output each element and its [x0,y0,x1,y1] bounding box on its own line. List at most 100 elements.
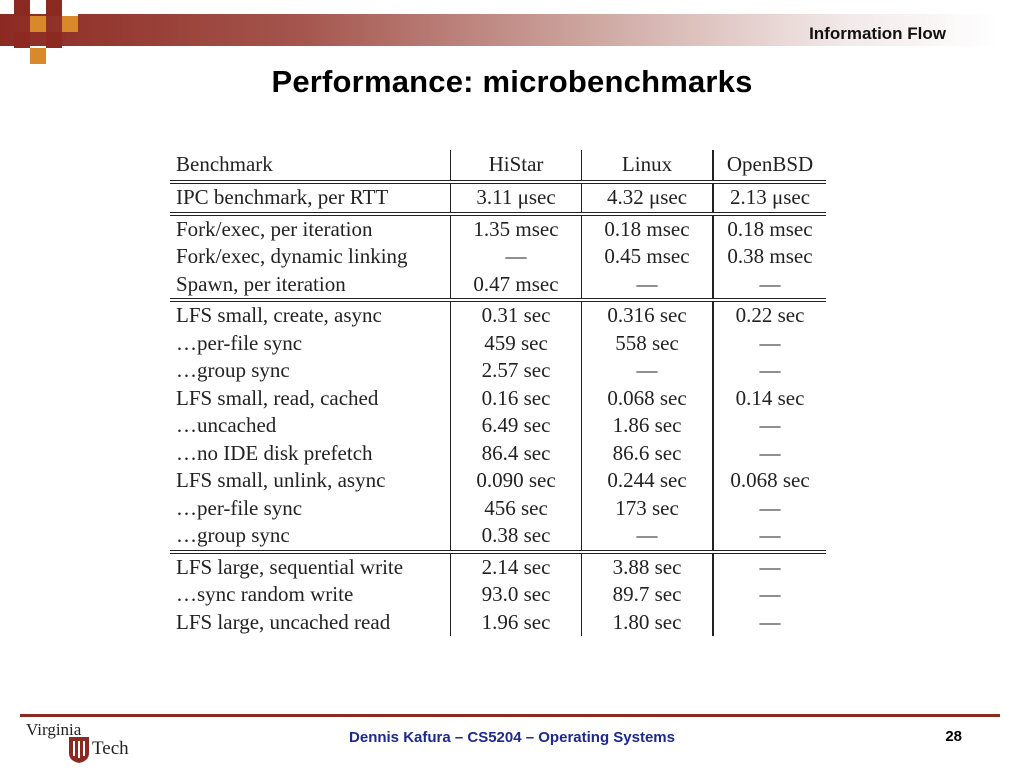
cell-linux: 558 sec [581,329,713,357]
header-square-maroon [14,0,30,16]
cell-openbsd: 0.38 msec [712,243,826,271]
column-header-benchmark: Benchmark [176,152,273,177]
cell-openbsd: — [712,522,826,552]
cell-benchmark: …per-file sync [176,495,303,520]
header-square-orange [30,16,46,32]
cell-openbsd: — [712,329,826,357]
header-square-maroon [14,32,30,48]
table-row: Spawn, per iteration 0.47 msec — — [170,270,826,300]
header-square-maroon [46,0,62,16]
cell-benchmark: Fork/exec, per iteration [170,211,451,243]
cell-benchmark: …no IDE disk prefetch [176,440,373,465]
cell-linux: 86.6 sec [581,439,713,467]
cell-benchmark: …per-file sync [176,330,303,355]
cell-openbsd: 0.22 sec [712,298,826,330]
cell-benchmark: LFS large, uncached read [176,609,391,634]
cell-histar: 1.96 sec [450,608,582,636]
cell-histar: 0.47 msec [450,270,582,300]
header-title: Information Flow [809,24,946,43]
cell-histar: 459 sec [450,329,582,357]
cell-linux: 1.86 sec [581,412,713,440]
table-row: Fork/exec, dynamic linking —0.45 msec 0.38… [170,243,826,271]
cell-histar: 2.57 sec [450,357,582,385]
cell-openbsd: 2.13 μsec [712,180,826,214]
cell-openbsd: — [712,581,826,609]
header-gradient-bar [0,14,1000,46]
table-row: …uncached 6.49 sec 1.86 sec — [170,412,826,440]
cell-linux: 0.18 msec [581,211,713,243]
cell-openbsd: — [712,357,826,385]
cell-openbsd: — [712,270,826,300]
cell-openbsd: — [712,494,826,522]
column-header-histar: HiStar [450,150,582,182]
cell-benchmark: …uncached [176,413,277,437]
cell-histar: 1.35 msec [450,211,582,243]
cell-openbsd: — [712,439,826,467]
logo-text-virginia: Virginia [26,720,82,739]
cell-histar: 3.11 μsec [450,180,582,214]
header-square-orange [62,16,78,32]
cell-linux: 1.80 sec [581,608,713,636]
cell-openbsd: 0.068 sec [712,467,826,495]
table-row: IPC benchmark, per RTT 3.11 μsec 4.32 μsec… [170,180,826,214]
cell-histar: 0.090 sec [450,467,582,495]
cell-benchmark: Spawn, per iteration [176,271,346,296]
slide-title: Performance: microbenchmarks [271,64,753,99]
cell-benchmark: …group sync [176,523,290,547]
column-header-linux: Linux [581,150,713,182]
cell-linux: 0.45 msec [581,243,713,271]
cell-linux: 173 sec [581,494,713,522]
cell-benchmark: IPC benchmark, per RTT [170,180,451,214]
cell-openbsd: — [712,608,826,636]
cell-linux: — [581,357,713,385]
logo-vt-emblem-icon [69,737,89,763]
cell-linux: 89.7 sec [581,581,713,609]
cell-openbsd: 0.18 msec [712,211,826,243]
cell-benchmark: LFS large, sequential write [170,549,451,581]
cell-histar: 0.16 sec [450,384,582,412]
table-row: LFS small, read, cached 0.16 sec 0.068 sec… [170,384,826,412]
cell-histar: 6.49 sec [450,412,582,440]
cell-linux: — [581,522,713,552]
cell-linux: — [581,270,713,300]
footer-divider [20,714,1000,717]
cell-histar: 0.38 sec [450,522,582,552]
table-row: …per-file sync 459 sec 558 sec — [170,329,826,357]
table-row: LFS large, uncached read 1.96 sec 1.80 sec… [170,608,826,636]
cell-benchmark: LFS small, unlink, async [176,468,386,492]
cell-linux: 0.244 sec [581,467,713,495]
column-header-openbsd: OpenBSD [712,150,826,182]
table-row: LFS large, sequential write 2.14 sec 3.88 … [170,549,826,581]
benchmark-table: Benchmark HiStar Linux OpenBSD IPC bench… [170,150,826,636]
header-square-white [62,0,78,16]
cell-benchmark: …sync random write [176,582,354,606]
table-body: IPC benchmark, per RTT 3.11 μsec 4.32 μsec… [170,180,826,636]
table-row: …sync random write 93.0 sec 89.7 sec — [170,581,826,609]
cell-linux: 0.068 sec [581,384,713,412]
table-header-row: Benchmark HiStar Linux OpenBSD [170,150,826,182]
footer-text: Dennis Kafura – CS5204 – Operating Syste… [349,729,675,746]
cell-benchmark: LFS small, read, cached [176,385,379,410]
cell-openbsd: — [712,549,826,581]
table-row: LFS small, unlink, async 0.090 sec 0.244 s… [170,467,826,495]
cell-histar: 0.31 sec [450,298,582,330]
table-row: …group sync 0.38 sec — — [170,522,826,552]
cell-histar: 2.14 sec [450,549,582,581]
cell-benchmark: …group sync [176,358,290,382]
cell-benchmark: LFS small, create, async [170,298,451,330]
table-row: LFS small, create, async 0.31 sec 0.316 se… [170,298,826,330]
cell-openbsd: 0.14 sec [712,384,826,412]
cell-benchmark: Fork/exec, dynamic linking [176,244,408,268]
logo-text-tech: Tech [92,738,129,759]
header-square-maroon [46,32,62,48]
table-row: …group sync 2.57 sec — — [170,357,826,385]
header-square-orange [30,48,46,64]
cell-histar: 456 sec [450,494,582,522]
table-row: …no IDE disk prefetch 86.4 sec 86.6 sec — [170,439,826,467]
cell-histar: — [450,243,582,271]
page-number: 28 [945,728,962,745]
virginia-tech-logo: Virginia Tech [26,720,136,766]
cell-openbsd: — [712,412,826,440]
table-row: Fork/exec, per iteration 1.35 msec 0.18 ms… [170,211,826,243]
cell-linux: 4.32 μsec [581,180,713,214]
